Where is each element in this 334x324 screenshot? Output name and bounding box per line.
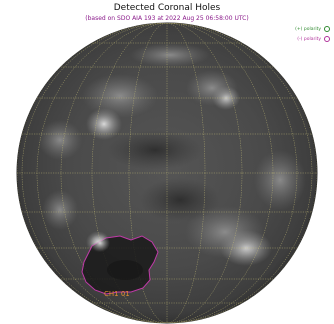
coronal-hole-label: CH1 01 [104, 290, 130, 298]
legend: (+) polarity (-) polarity [295, 24, 330, 44]
legend-negative-label: (-) polarity [297, 36, 321, 42]
coronal-hole-texture [90, 234, 143, 280]
surface-features [38, 43, 306, 266]
legend-positive-label: (+) polarity [295, 26, 321, 32]
page-subtitle: (based on SDO AIA 193 at 2022 Aug 25 06:… [85, 15, 249, 22]
legend-negative: (-) polarity [295, 34, 330, 44]
lat-lon-grid [17, 23, 317, 323]
legend-positive-marker [324, 26, 330, 32]
page-title: Detected Coronal Holes [113, 3, 221, 13]
legend-positive: (+) polarity [295, 24, 330, 34]
legend-negative-marker [324, 36, 330, 42]
